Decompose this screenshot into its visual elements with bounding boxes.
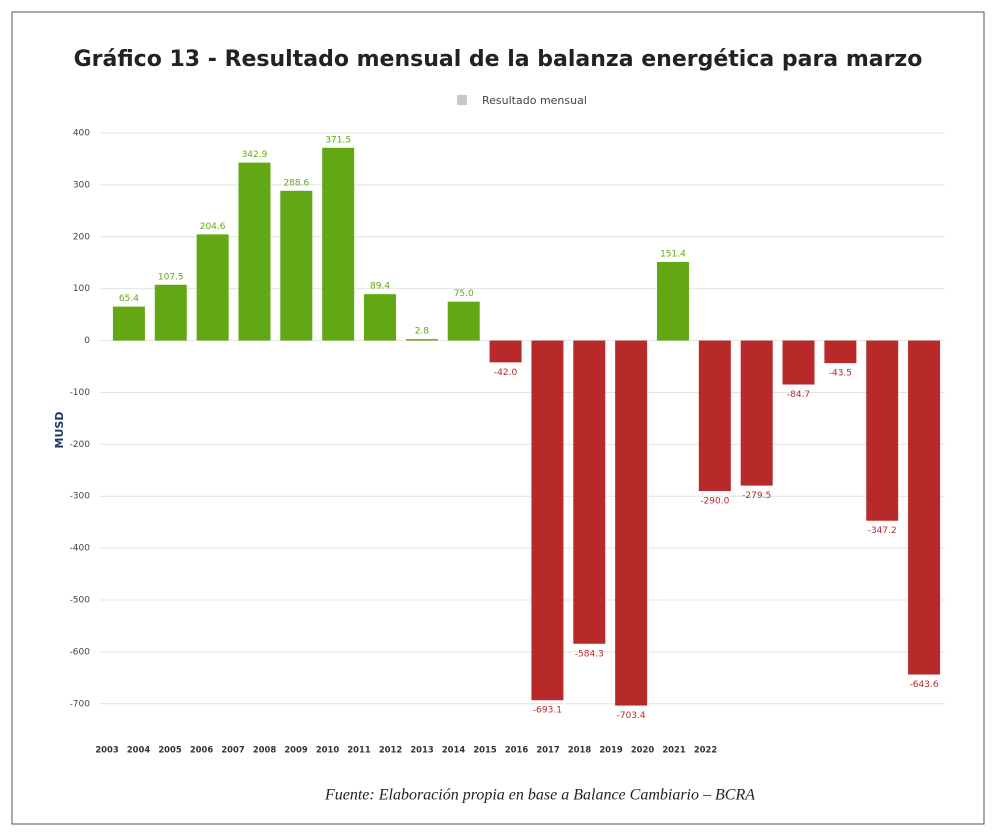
data-label: -42.0 [494,368,518,378]
data-label: 151.4 [660,249,686,259]
source-note: Fuente: Elaboración propia en base a Bal… [324,787,755,804]
data-label: -584.3 [575,649,604,659]
legend-swatch [457,95,467,105]
x-tick-label: 2016 [505,745,528,755]
bar [740,340,773,486]
data-label: -643.6 [910,680,939,690]
bar [112,306,145,341]
y-tick-label: -300 [70,492,91,502]
data-label: -279.5 [742,491,771,501]
x-tick-label: 2014 [442,745,465,755]
x-tick-label: 2011 [347,745,370,755]
bar [698,340,731,492]
bar [573,340,606,644]
bar [656,261,689,341]
y-tick-label: 300 [73,180,90,190]
y-tick-label: -600 [70,647,91,657]
bar [364,294,397,341]
x-tick-label: 2008 [253,745,276,755]
y-tick-label: 100 [73,284,90,294]
y-tick-label: -100 [70,388,91,398]
x-tick-label: 2017 [536,745,559,755]
data-label: -703.4 [617,711,646,721]
bar [238,162,271,341]
x-tick-label: 2020 [631,745,654,755]
y-axis-label: MUSD [53,412,66,449]
data-label: -84.7 [787,390,810,400]
x-tick-label: 2013 [410,745,433,755]
frame [11,11,985,825]
bar [615,340,648,706]
y-tick-label: -400 [70,544,91,554]
data-label: 371.5 [325,135,351,145]
bar [866,340,899,521]
bar [489,340,522,363]
data-label: 65.4 [119,294,139,304]
x-tick-label: 2003 [95,745,118,755]
x-tick-label: 2015 [473,745,496,755]
bar [824,340,857,364]
bar [531,340,564,701]
x-tick-label: 2021 [662,745,685,755]
y-tick-label: -200 [70,440,91,450]
x-tick-label: 2012 [379,745,402,755]
bar [154,284,187,341]
bar [447,301,480,341]
data-label: 89.4 [370,282,390,292]
y-tick-label: 0 [84,336,90,346]
data-label: -290.0 [700,497,729,507]
x-tick-label: 2009 [284,745,307,755]
x-tick-label: 2005 [158,745,181,755]
x-tick-label: 2018 [568,745,591,755]
data-label: -347.2 [868,526,897,536]
bar [405,339,438,341]
x-tick-label: 2004 [127,745,150,755]
y-tick-label: -500 [70,596,91,606]
y-tick-label: 400 [73,128,90,138]
data-label: 204.6 [200,222,226,232]
data-label: 107.5 [158,272,184,282]
x-tick-label: 2010 [316,745,339,755]
data-label: 75.0 [454,289,474,299]
y-tick-label: -700 [70,699,91,709]
bar [196,234,229,341]
chart-title: Gráfico 13 - Resultado mensual de la bal… [74,47,923,72]
bar [782,340,815,385]
legend-label: Resultado mensual [482,94,587,107]
x-tick-label: 2019 [599,745,622,755]
bar [280,190,313,341]
data-label: 2.8 [415,327,430,337]
data-label: -693.1 [533,706,562,716]
x-tick-label: 2007 [221,745,244,755]
x-tick-label: 2006 [190,745,213,755]
data-label: -43.5 [829,369,852,379]
y-tick-label: 200 [73,232,90,242]
bar [322,147,355,341]
data-label: 342.9 [242,150,268,160]
x-tick-label: 2022 [694,745,717,755]
bar [908,340,941,675]
data-label: 288.6 [283,178,309,188]
